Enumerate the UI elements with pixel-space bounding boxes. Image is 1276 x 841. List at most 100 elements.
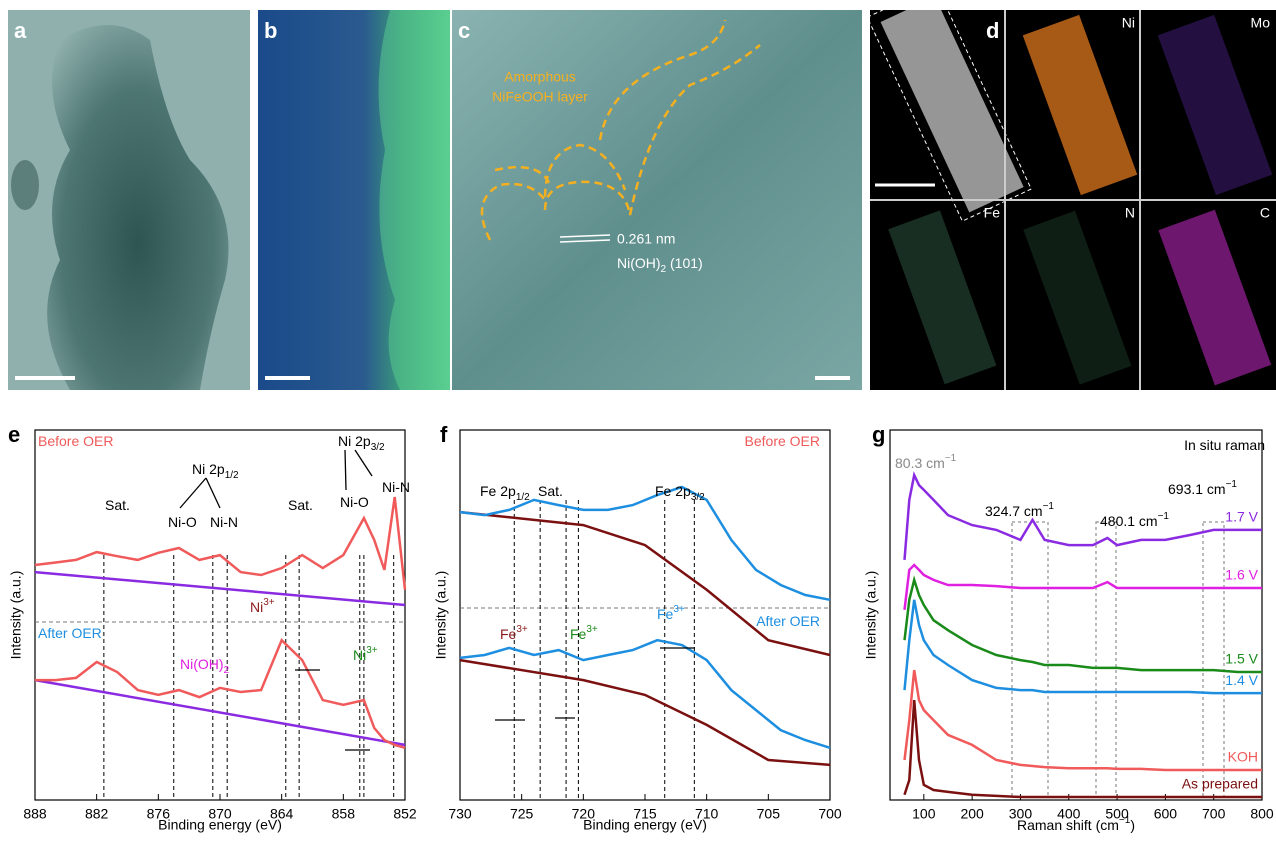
series-line [459, 510, 831, 657]
plot-frame [34, 429, 406, 801]
text-part: 3+ [673, 604, 685, 615]
text-part: 1/2 [225, 470, 239, 481]
text-part: 3+ [586, 624, 598, 635]
panel-label: e [8, 422, 20, 447]
series-label: 1.7 V [1225, 509, 1258, 525]
text-part: 3+ [263, 597, 275, 608]
text-part: Ni [353, 647, 366, 663]
panel-label: g [872, 422, 885, 447]
panel-a [8, 10, 250, 390]
annotation: After OER [38, 625, 102, 641]
text-part: 3/2 [371, 442, 385, 453]
text-part: ) [1130, 817, 1135, 833]
arrow [179, 477, 207, 509]
text-part: Sat. [288, 497, 313, 513]
series-label: As prepared [1182, 776, 1258, 792]
x-tick-label: 600 [1154, 806, 1178, 822]
map-label: Mo [1251, 15, 1271, 31]
x-axis-label: Binding energy (eV) [158, 817, 282, 833]
panel-b [258, 10, 450, 390]
annotation: Fe 2p3/2 [655, 483, 705, 503]
x-tick-label: 700 [818, 806, 842, 822]
series-label: 1.4 V [1225, 672, 1258, 688]
x-tick-label: 705 [757, 806, 781, 822]
map-label: N [1125, 205, 1135, 221]
annotation: Ni 2p3/2 [338, 433, 385, 453]
series-label: KOH [1228, 749, 1258, 765]
text-part: (101) [666, 255, 703, 271]
text-part: Before OER [38, 433, 113, 449]
x-tick-label: 710 [695, 806, 719, 822]
annotation: 693.1 cm−1 [1168, 479, 1237, 497]
y-axis-label: Intensity (a.u.) [863, 571, 879, 660]
annotation: Ni 2p1/2 [192, 461, 239, 481]
x-tick-label: 882 [85, 806, 109, 822]
text-part: Before OER [745, 433, 820, 449]
annotation: After OER [756, 613, 820, 629]
text-part: After OER [756, 613, 820, 629]
series-line [903, 471, 1262, 560]
text-part: Fe 2p [480, 483, 516, 499]
annotation: 480.1 cm−1 [1100, 511, 1169, 529]
panel-label: b [264, 18, 277, 43]
series-label: 1.5 V [1225, 651, 1258, 667]
text-part: 1/2 [516, 492, 530, 503]
text-part: 324.7 cm [985, 503, 1043, 519]
annotation: Fe3+ [657, 604, 685, 622]
arrow [344, 449, 347, 491]
annotation: 324.7 cm−1 [985, 501, 1054, 519]
series-line [903, 599, 1262, 695]
x-tick-label: 300 [1009, 806, 1033, 822]
annotation: Before OER [38, 433, 113, 449]
annotation: Ni-N [210, 514, 238, 530]
text-part: −1 [1043, 501, 1055, 512]
text-part: 480.1 cm [1100, 513, 1158, 529]
annotation: Ni-N [382, 479, 410, 495]
x-tick-label: 864 [270, 806, 294, 822]
y-axis-label: Intensity (a.u.) [433, 571, 449, 660]
text-part: Fe [500, 626, 517, 642]
series-line [34, 678, 406, 747]
x-tick-label: 715 [633, 806, 657, 822]
series-line [903, 563, 1262, 610]
annotation: Ni(OH)2 [180, 656, 230, 676]
text-part: Ni-O [168, 514, 197, 530]
text-part: 2 [661, 264, 667, 275]
text-part: Ni 2p [192, 461, 225, 477]
y-axis-label: Intensity (a.u.) [8, 571, 24, 660]
x-axis-label: Binding energy (eV) [583, 817, 707, 833]
annotation: Ni3+ [250, 597, 275, 615]
annotation: Fe3+ [500, 624, 528, 642]
panel-label: d [986, 18, 999, 43]
x-tick-label: 852 [393, 806, 417, 822]
annotation: Ni(OH)2 (101) [617, 255, 703, 275]
text-part: Ni(OH) [180, 656, 224, 672]
text-part: Ni-N [210, 514, 238, 530]
annotation: Ni-O [168, 514, 197, 530]
annotation: Sat. [288, 497, 313, 513]
text-part: In situ raman [1184, 437, 1265, 453]
series-line [459, 658, 831, 767]
series-line [903, 669, 1262, 772]
x-tick-label: 858 [332, 806, 356, 822]
series-line [34, 496, 407, 590]
x-tick-label: 870 [208, 806, 232, 822]
x-tick-label: 400 [1057, 806, 1081, 822]
text-part: Raman shift (cm [1017, 817, 1119, 833]
annotation: Sat. [105, 497, 130, 513]
x-tick-label: 888 [23, 806, 47, 822]
text-part: Ni 2p [338, 433, 371, 449]
text-part: Ni(OH) [617, 255, 661, 271]
text-part: Sat. [105, 497, 130, 513]
x-tick-label: 730 [448, 806, 472, 822]
text-part: 3/2 [691, 492, 705, 503]
series-line [34, 570, 406, 607]
x-tick-label: 876 [147, 806, 171, 822]
annotation: Ni-O [340, 494, 369, 510]
x-tick-label: 700 [1202, 806, 1226, 822]
text-part: Ni [250, 599, 263, 615]
panel-label: f [440, 422, 448, 447]
text-part: Ni-O [340, 494, 369, 510]
